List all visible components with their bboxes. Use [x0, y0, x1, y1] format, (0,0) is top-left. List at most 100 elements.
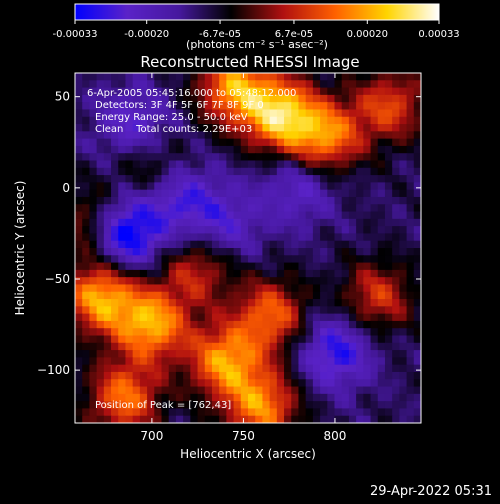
- heatmap-cell: [219, 182, 227, 191]
- heatmap-cell: [312, 415, 321, 423]
- heatmap-cell: [183, 218, 191, 227]
- heatmap-cell: [118, 277, 127, 286]
- heatmap-cell: [406, 415, 415, 423]
- heatmap-cell: [111, 350, 119, 358]
- heatmap-cell: [183, 233, 191, 242]
- heatmap-cell: [168, 204, 177, 213]
- heatmap-cell: [139, 138, 148, 147]
- heatmap-cell: [269, 335, 278, 344]
- y-tick-label: 0: [62, 181, 70, 195]
- heatmap-cell: [248, 342, 256, 351]
- heatmap-cell: [132, 320, 141, 329]
- heatmap-cell: [384, 204, 393, 213]
- heatmap-cell: [276, 313, 285, 322]
- heatmap-cell: [240, 350, 249, 358]
- heatmap-cell: [175, 175, 184, 183]
- heatmap-cell: [147, 306, 155, 315]
- heatmap-cell: [204, 116, 213, 125]
- heatmap-cell: [356, 73, 364, 81]
- heatmap-cell: [183, 335, 191, 344]
- heatmap-cell: [161, 80, 170, 89]
- heatmap-cell: [312, 138, 321, 147]
- heatmap-cell: [291, 350, 300, 358]
- heatmap-cell: [147, 145, 155, 154]
- heatmap-cell: [370, 306, 379, 315]
- heatmap-cell: [291, 277, 300, 286]
- heatmap-cell: [320, 415, 328, 423]
- heatmap-cell: [75, 73, 83, 81]
- heatmap-cell: [348, 401, 357, 410]
- heatmap-cell: [370, 371, 379, 380]
- heatmap-cell: [248, 116, 256, 125]
- heatmap-cell: [269, 255, 278, 264]
- heatmap-cell: [377, 269, 386, 278]
- heatmap-cell: [363, 320, 372, 329]
- heatmap-cell: [103, 248, 112, 256]
- heatmap-cell: [269, 138, 278, 147]
- heatmap-cell: [175, 379, 184, 388]
- heatmap-cell: [111, 167, 119, 176]
- heatmap-cell: [413, 277, 421, 286]
- heatmap-cell: [284, 393, 292, 402]
- heatmap-cell: [255, 401, 264, 410]
- heatmap-cell: [298, 408, 307, 417]
- heatmap-cell: [89, 145, 98, 154]
- heatmap-cell: [312, 350, 321, 358]
- heatmap-cell: [226, 131, 235, 140]
- heatmap-cell: [262, 204, 271, 213]
- heatmap-cell: [211, 211, 220, 220]
- heatmap-cell: [139, 386, 148, 395]
- heatmap-cell: [233, 196, 242, 205]
- heatmap-cell: [89, 371, 98, 380]
- heatmap-cell: [75, 80, 83, 89]
- heatmap-cell: [392, 313, 400, 322]
- heatmap-cell: [226, 211, 235, 220]
- heatmap-cell: [118, 342, 127, 351]
- heatmap-cell: [190, 291, 199, 300]
- heatmap-cell: [197, 313, 206, 322]
- heatmap-cell: [82, 109, 91, 118]
- heatmap-cell: [399, 233, 408, 242]
- heatmap-cell: [240, 379, 249, 388]
- heatmap-cell: [118, 284, 127, 293]
- heatmap-cell: [154, 350, 163, 358]
- heatmap-cell: [327, 145, 336, 154]
- heatmap-cell: [240, 291, 249, 300]
- heatmap-cell: [175, 189, 184, 198]
- heatmap-cell: [406, 131, 415, 140]
- heatmap-cell: [269, 204, 278, 213]
- heatmap-cell: [82, 226, 91, 235]
- heatmap-cell: [89, 291, 98, 300]
- heatmap-cell: [356, 284, 364, 293]
- heatmap-cell: [190, 386, 199, 395]
- heatmap-cell: [139, 342, 148, 351]
- heatmap-cell: [305, 408, 314, 417]
- heatmap-cell: [103, 233, 112, 242]
- heatmap-cell: [103, 291, 112, 300]
- heatmap-cell: [219, 131, 227, 140]
- heatmap-cell: [103, 342, 112, 351]
- heatmap-cell: [356, 167, 364, 176]
- heatmap-cell: [298, 145, 307, 154]
- heatmap-cell: [219, 342, 227, 351]
- heatmap-cell: [356, 189, 364, 198]
- heatmap-cell: [348, 255, 357, 264]
- heatmap-cell: [226, 248, 235, 256]
- heatmap-cell: [183, 102, 191, 111]
- heatmap-cell: [111, 160, 119, 169]
- colorbar-tick-label: 6.7e-05: [275, 29, 313, 40]
- heatmap-cell: [125, 299, 134, 307]
- heatmap-cell: [356, 218, 364, 227]
- heatmap-cell: [370, 211, 379, 220]
- heatmap-cell: [211, 269, 220, 278]
- heatmap-cell: [298, 401, 307, 410]
- heatmap-cell: [413, 124, 421, 132]
- heatmap-cell: [183, 401, 191, 410]
- heatmap-cell: [269, 211, 278, 220]
- heatmap-cell: [320, 233, 328, 242]
- heatmap-cell: [276, 94, 285, 103]
- heatmap-cell: [269, 218, 278, 227]
- heatmap-cell: [96, 73, 105, 81]
- heatmap-cell: [211, 131, 220, 140]
- heatmap-cell: [320, 386, 328, 395]
